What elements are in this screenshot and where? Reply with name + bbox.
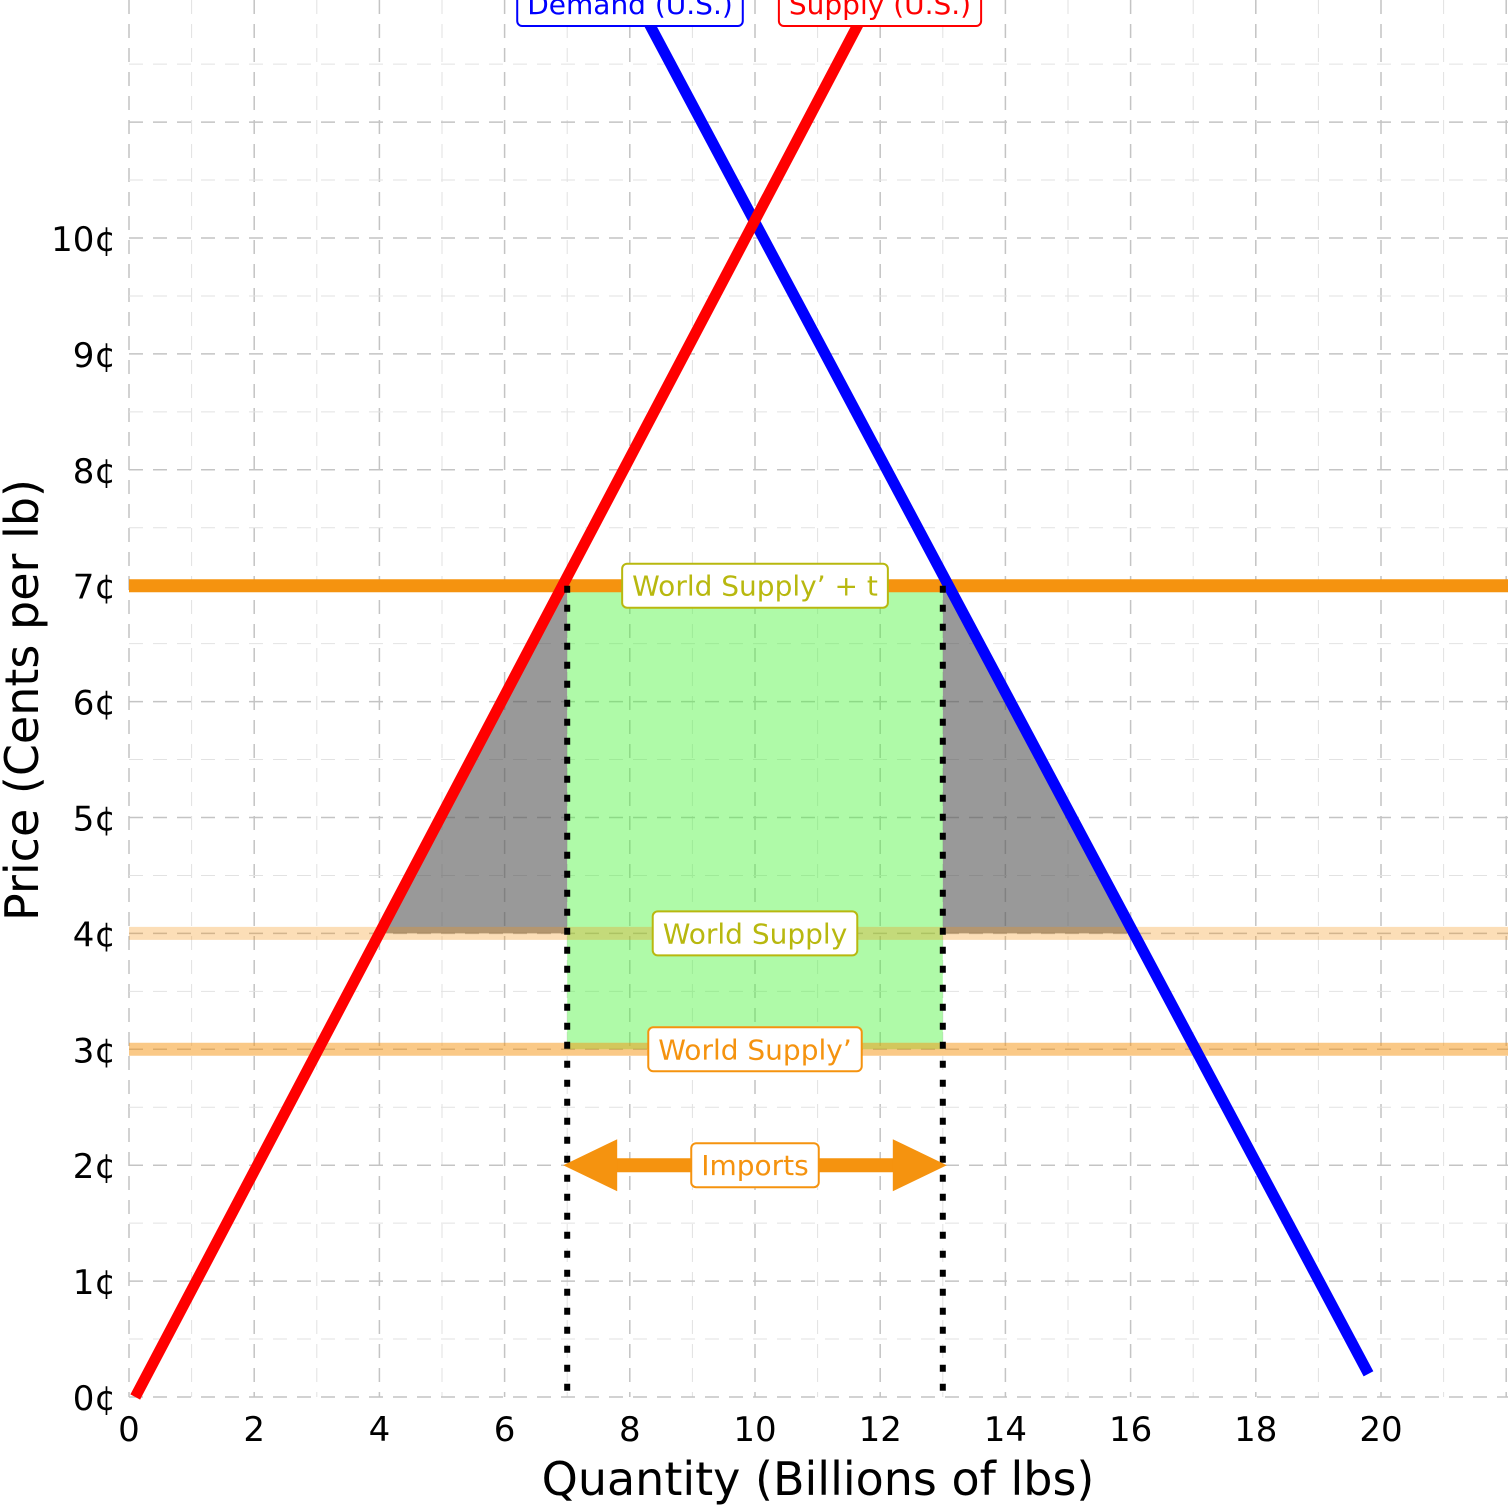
world-supply-label: World Supply	[651, 910, 859, 957]
tick-labels: 0 2 4 6 8 10 12 14 16 18 20 0¢ 1¢ 2¢ 3¢ 4¢ 5¢ 6¢ 7¢ 8¢ 9¢ 10¢	[51, 220, 1403, 1450]
supply-u-s-label: Supply (U.S.)	[777, 0, 983, 27]
supply-u-s-curve	[130, 3, 873, 1400]
shaded-regions	[379, 585, 1131, 1050]
x-tick-label: 6	[494, 1410, 516, 1450]
imports-label-box	[690, 1142, 820, 1189]
y-tick-label: 7¢	[73, 568, 116, 608]
demand-u-s-curve	[634, 3, 1374, 1377]
y-tick-label: 6¢	[73, 684, 116, 724]
supply-u-s-label-box	[777, 0, 983, 27]
y-tick-label: 1¢	[73, 1263, 116, 1303]
tariff-revenue-region	[567, 585, 943, 1050]
y-tick-label: 0¢	[73, 1379, 116, 1419]
world-supply-label-box	[647, 1026, 863, 1073]
y-tick-label: 10¢	[51, 220, 116, 260]
curve-labels: Demand (U.S.) Supply (U.S.) World Supply’ …	[516, 0, 983, 1189]
imports-label: Imports	[690, 1142, 820, 1189]
imports-arrow-head-left	[563, 1139, 618, 1192]
y-tick-label: 5¢	[73, 800, 116, 840]
world-supply-t-label-text: World Supply’ + t	[632, 570, 878, 603]
quantity-guides	[564, 585, 946, 1397]
world-supply-t-label: World Supply’ + t	[621, 562, 889, 609]
x-tick-label: 2	[243, 1410, 265, 1450]
x-tick-label: 8	[619, 1410, 641, 1450]
x-axis-title: Quantity (Billions of lbs)	[542, 1452, 1095, 1506]
demand-u-s-label: Demand (U.S.)	[516, 0, 744, 27]
demand-u-s-label-box	[516, 0, 744, 27]
y-tick-label: 3¢	[73, 1031, 116, 1071]
x-tick-label: 4	[369, 1410, 391, 1450]
x-tick-label: 20	[1359, 1410, 1402, 1450]
y-tick-label: 8¢	[73, 452, 116, 492]
x-tick-label: 16	[1109, 1410, 1152, 1450]
x-tick-label: 10	[733, 1410, 776, 1450]
y-tick-label: 2¢	[73, 1147, 116, 1187]
x-tick-label: 12	[859, 1410, 902, 1450]
curves	[130, 3, 1374, 1400]
x-tick-label: 18	[1234, 1410, 1277, 1450]
x-tick-label: 0	[118, 1410, 140, 1450]
world-supply-label-box	[651, 910, 859, 957]
y-axis-title: Price (Cents per lb)	[0, 479, 49, 921]
world-supply-label: World Supply’	[647, 1026, 863, 1073]
y-tick-label: 9¢	[73, 336, 116, 376]
world-supply-label-text: World Supply	[663, 917, 848, 950]
imports-label-text: Imports	[701, 1149, 809, 1182]
imports-arrow-head-right	[892, 1139, 947, 1192]
y-tick-label: 4¢	[73, 915, 116, 955]
x-tick-label: 14	[984, 1410, 1027, 1450]
demand-u-s-label-text: Demand (U.S.)	[527, 0, 733, 21]
supply-u-s-label-text: Supply (U.S.)	[789, 0, 971, 21]
world-supply-t-label-box	[621, 562, 889, 609]
world-supply-label-text: World Supply’	[658, 1033, 851, 1066]
